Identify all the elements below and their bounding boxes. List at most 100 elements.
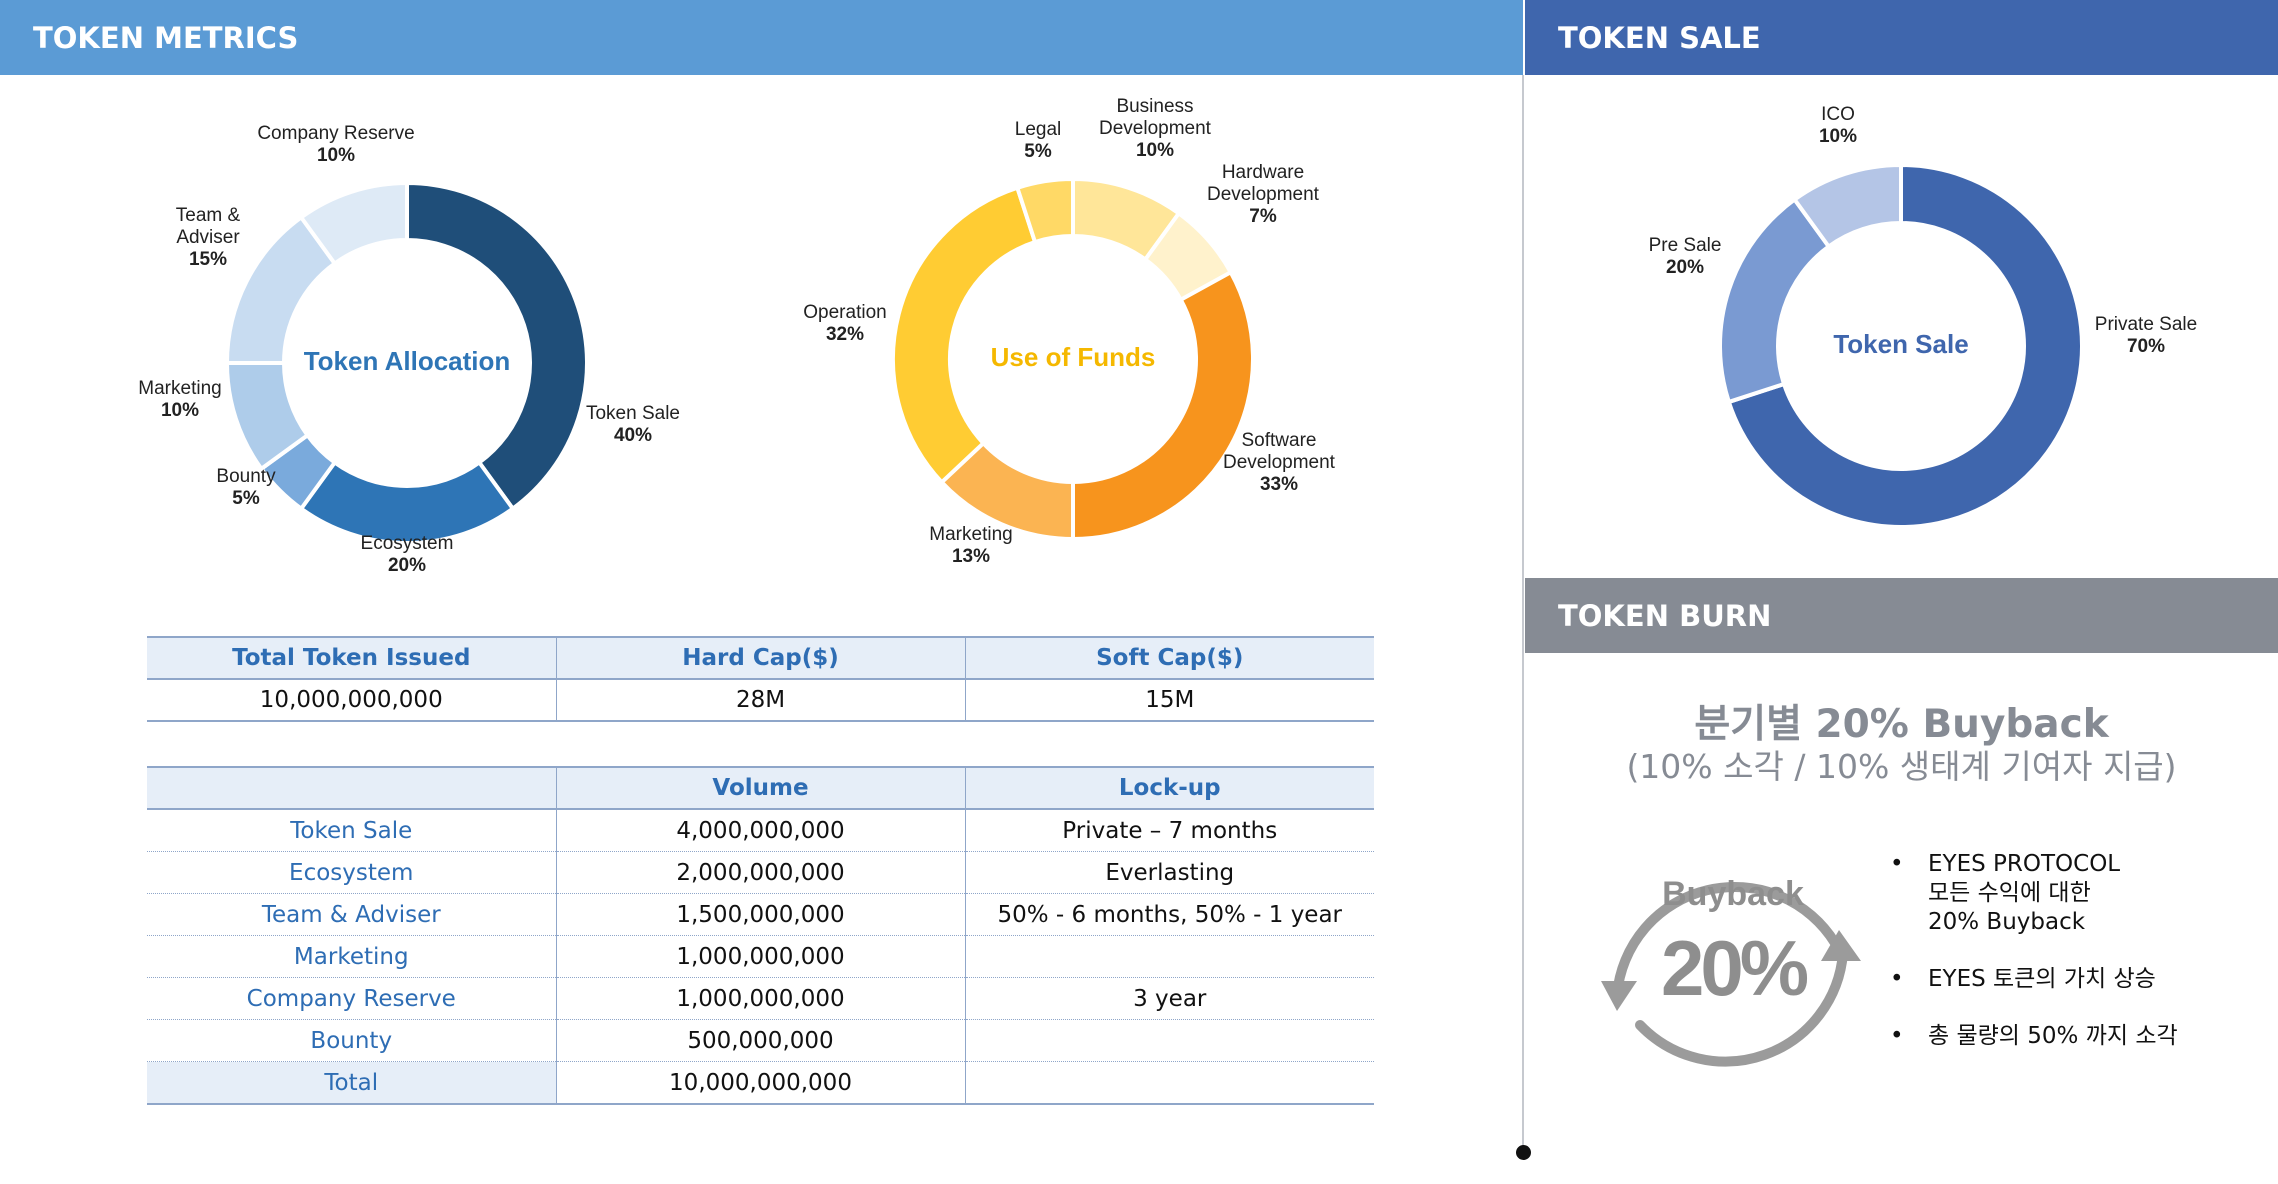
total-token-issued-value: 10,000,000,000 (147, 679, 556, 722)
row-volume: 2,000,000,000 (555, 851, 965, 894)
row-name: Total (147, 1061, 556, 1105)
slice-value-company-reserve: 10% (317, 145, 355, 166)
slice-label-hardware-development: Hardware Development (1207, 162, 1320, 205)
slice-label-ecosystem: Ecosystem (361, 533, 454, 554)
row-name: Marketing (147, 935, 556, 978)
row-name: Company Reserve (147, 977, 556, 1020)
header-blank (147, 766, 556, 810)
chart-center-title: Token Sale (1833, 329, 1968, 359)
header-lockup: Lock-up (964, 766, 1374, 810)
slice-legal (1014, 176, 1075, 245)
row-lockup: 3 year (964, 977, 1374, 1020)
slice-label-private-sale: Private Sale (2095, 314, 2197, 335)
slice-value-marketing: 10% (161, 400, 199, 421)
row-name: Bounty (147, 1019, 556, 1062)
slice-operation (891, 185, 1038, 486)
row-lockup: Private – 7 months (964, 809, 1374, 852)
slice-token-sale (405, 180, 589, 512)
row-lockup (964, 935, 1374, 978)
row-volume: 500,000,000 (555, 1019, 965, 1062)
slice-value-private-sale: 70% (2127, 336, 2165, 357)
slice-value-hardware-development: 7% (1249, 206, 1277, 227)
buyback-icon-label: Buyback (1662, 875, 1804, 913)
burn-bullet-list: EYES PROTOCOL 모든 수익에 대한 20% Buyback EYES… (1890, 850, 2270, 1079)
row-name: Token Sale (147, 809, 556, 852)
row-lockup: 50% - 6 months, 50% - 1 year (964, 893, 1374, 936)
slice-value-ico: 10% (1819, 126, 1857, 147)
burn-bullet: 총 물량의 50% 까지 소각 (1890, 1022, 2270, 1051)
token-sale-title: TOKEN SALE (1558, 20, 1761, 55)
header-hard-cap: Hard Cap($) (555, 636, 965, 680)
slice-label-software-development: Software Development (1223, 430, 1336, 473)
slice-label-company-reserve: Company Reserve (257, 123, 414, 144)
row-volume: 1,000,000,000 (555, 977, 965, 1020)
section-divider (1522, 75, 1524, 1155)
table-row-total: Total 10,000,000,000 (147, 1061, 1374, 1105)
hard-cap-value: 28M (555, 679, 965, 722)
row-lockup (964, 1019, 1374, 1062)
token-metrics-header: TOKEN METRICS (0, 0, 1523, 75)
chart-center-title: Use of Funds (991, 342, 1156, 372)
slice-value-bounty: 5% (232, 488, 260, 509)
cycle-arrow-bottom (1635, 948, 1848, 1067)
table-row: Token Sale 4,000,000,000 Private – 7 mon… (147, 809, 1374, 852)
slice-value-token-sale: 40% (614, 425, 652, 446)
buyback-icon-value: 20% (1661, 924, 1808, 1012)
cycle-arrowhead-left (1601, 981, 1637, 1011)
table-row: Ecosystem 2,000,000,000 Everlasting (147, 851, 1374, 894)
row-volume: 1,500,000,000 (555, 893, 965, 936)
slice-label-pre-sale: Pre Sale (1649, 235, 1722, 256)
slice-value-legal: 5% (1024, 141, 1052, 162)
slice-value-ecosystem: 20% (388, 555, 426, 576)
token-metrics-title: TOKEN METRICS (33, 20, 299, 55)
table-row: Bounty 500,000,000 (147, 1019, 1374, 1062)
slice-value-operation: 32% (826, 324, 864, 345)
table-row: Marketing 1,000,000,000 (147, 935, 1374, 978)
cycle-arrow-top (1612, 882, 1840, 1000)
table-row: Company Reserve 1,000,000,000 3 year (147, 977, 1374, 1020)
slice-ico (1791, 162, 1903, 250)
slice-private-sale (1726, 162, 2084, 529)
row-lockup: Everlasting (964, 851, 1374, 894)
divider-dot (1516, 1145, 1531, 1160)
slice-software-development (1071, 269, 1255, 542)
slice-company-reserve (298, 180, 409, 267)
chart-center-title: Token Allocation (304, 346, 511, 376)
buyback-cycle-icon: Buyback 20% (1601, 875, 1861, 1067)
row-volume: 4,000,000,000 (555, 809, 965, 852)
slice-label-marketing: Marketing (929, 524, 1012, 545)
token-burn-title: TOKEN BURN (1558, 598, 1772, 633)
header-volume: Volume (555, 766, 965, 810)
slice-label-legal: Legal (1015, 119, 1062, 140)
burn-title: 분기별 20% Buyback (1694, 702, 2109, 747)
slice-label-team-adviser: Team & Adviser (176, 205, 241, 248)
burn-bullet: EYES PROTOCOL 모든 수익에 대한 20% Buyback (1890, 850, 2270, 937)
row-volume: 1,000,000,000 (555, 935, 965, 978)
slice-label-business-development: Business Development (1099, 96, 1212, 139)
header-total-token-issued: Total Token Issued (147, 636, 556, 680)
slice-value-team-adviser: 15% (189, 249, 227, 270)
slice-label-operation: Operation (803, 302, 886, 323)
table-row: Team & Adviser 1,500,000,000 50% - 6 mon… (147, 893, 1374, 936)
row-name: Ecosystem (147, 851, 556, 894)
token-cap-table: Total Token Issued Hard Cap($) Soft Cap(… (147, 636, 1374, 722)
slice-value-business-development: 10% (1136, 140, 1174, 161)
burn-bullet: EYES 토큰의 가치 상승 (1890, 965, 2270, 994)
slice-label-ico: ICO (1821, 104, 1855, 125)
token-sale-header: TOKEN SALE (1525, 0, 2278, 75)
cycle-arrowhead-right (1821, 930, 1861, 961)
slice-label-token-sale: Token Sale (586, 403, 680, 424)
slice-value-marketing: 13% (952, 546, 990, 567)
slice-value-software-development: 33% (1260, 474, 1298, 495)
slice-pre-sale (1718, 196, 1832, 405)
slice-value-pre-sale: 20% (1666, 257, 1704, 278)
header-soft-cap: Soft Cap($) (964, 636, 1374, 680)
allocation-table: Volume Lock-up Token Sale 4,000,000,000 … (147, 766, 1374, 1105)
row-name: Team & Adviser (147, 893, 556, 936)
slice-label-marketing: Marketing (138, 378, 221, 399)
burn-subtitle: (10% 소각 / 10% 생태계 기여자 지급) (1626, 747, 2177, 786)
row-volume: 10,000,000,000 (555, 1061, 965, 1105)
